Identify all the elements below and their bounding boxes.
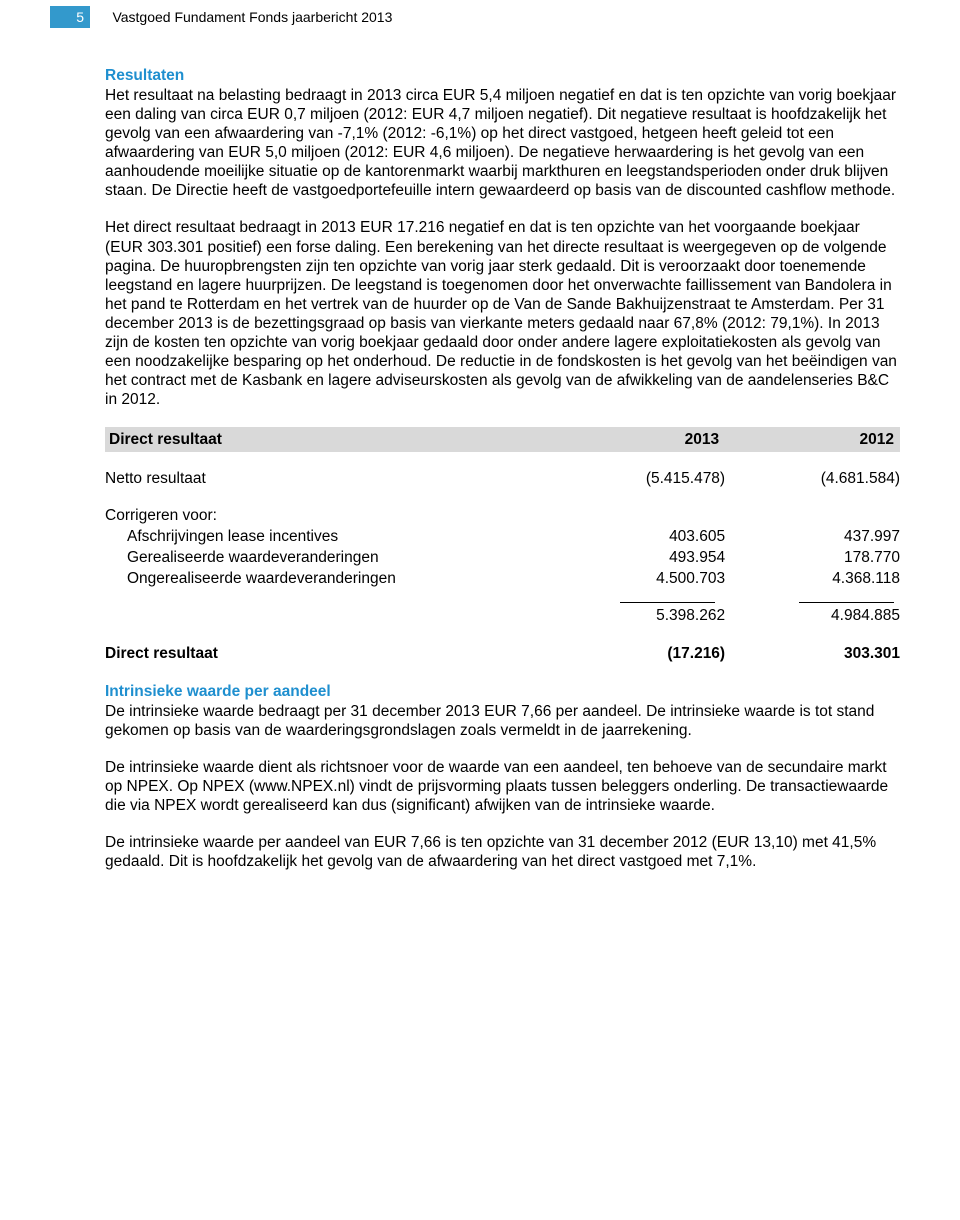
total-2012: 303.301 xyxy=(725,643,900,664)
row-value-2012: 437.997 xyxy=(725,526,900,547)
total-2013: (17.216) xyxy=(550,643,725,664)
paragraph: De intrinsieke waarde bedraagt per 31 de… xyxy=(105,702,900,740)
table-subtotal-row: 5.398.262 4.984.885 xyxy=(105,605,900,626)
table-row: Corrigeren voor: xyxy=(105,505,900,526)
table-header-2012: 2012 xyxy=(725,427,900,452)
table-header-2013: 2013 xyxy=(550,427,725,452)
section-heading-intrinsieke: Intrinsieke waarde per aandeel xyxy=(105,682,900,701)
subtotal-2013: 5.398.262 xyxy=(550,605,725,626)
paragraph: De intrinsieke waarde dient als richtsno… xyxy=(105,758,900,815)
row-label: Gerealiseerde waardeveranderingen xyxy=(105,547,550,568)
page-number: 5 xyxy=(50,6,90,28)
row-value-2013: 4.500.703 xyxy=(550,568,725,589)
table-row: Gerealiseerde waardeveranderingen 493.95… xyxy=(105,547,900,568)
table-total-row: Direct resultaat (17.216) 303.301 xyxy=(105,643,900,664)
table-header-row: Direct resultaat 2013 2012 xyxy=(105,427,900,452)
table-header-label: Direct resultaat xyxy=(105,427,550,452)
page-header: 5 Vastgoed Fundament Fonds jaarbericht 2… xyxy=(50,6,960,28)
row-label: Afschrijvingen lease incentives xyxy=(105,526,550,547)
paragraph: Het direct resultaat bedraagt in 2013 EU… xyxy=(105,218,900,409)
row-value-2012: (4.681.584) xyxy=(725,468,900,489)
row-label: Corrigeren voor: xyxy=(105,505,550,526)
row-value-2012: 178.770 xyxy=(725,547,900,568)
row-value-2012: 4.368.118 xyxy=(725,568,900,589)
section-heading-resultaten: Resultaten xyxy=(105,66,900,85)
subtotal-2012: 4.984.885 xyxy=(725,605,900,626)
table-row: Afschrijvingen lease incentives 403.605 … xyxy=(105,526,900,547)
paragraph: De intrinsieke waarde per aandeel van EU… xyxy=(105,833,900,871)
total-label: Direct resultaat xyxy=(105,643,550,664)
paragraph: Het resultaat na belasting bedraagt in 2… xyxy=(105,86,900,200)
row-label: Netto resultaat xyxy=(105,468,550,489)
row-value-2013: (5.415.478) xyxy=(550,468,725,489)
row-label: Ongerealiseerde waardeveranderingen xyxy=(105,568,550,589)
doc-title: Vastgoed Fundament Fonds jaarbericht 201… xyxy=(112,6,392,28)
table-row: Netto resultaat (5.415.478) (4.681.584) xyxy=(105,468,900,489)
row-value-2013: 403.605 xyxy=(550,526,725,547)
table-row: Ongerealiseerde waardeveranderingen 4.50… xyxy=(105,568,900,589)
direct-resultaat-table: Direct resultaat 2013 2012 Netto resulta… xyxy=(105,427,900,664)
row-value-2013: 493.954 xyxy=(550,547,725,568)
page-content: Resultaten Het resultaat na belasting be… xyxy=(105,66,900,871)
